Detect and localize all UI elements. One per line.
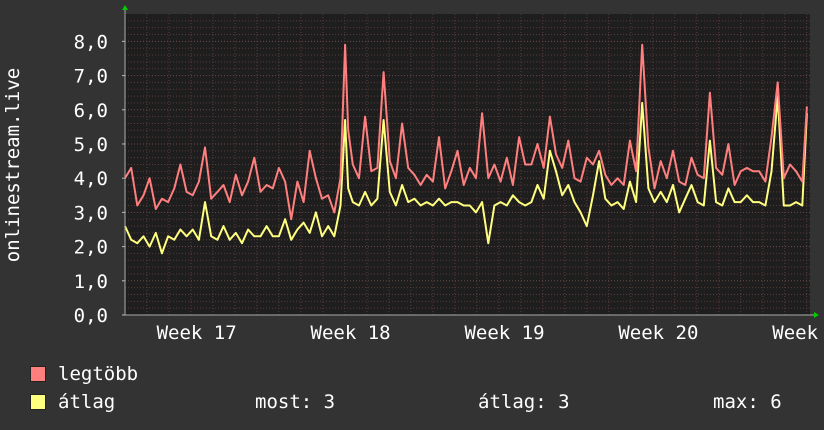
y-tick-label: 5,0: [74, 134, 108, 156]
x-tick-label: Week 1: [772, 322, 824, 344]
stat-current-value: 3: [323, 391, 336, 413]
x-tick-label: Week 18: [311, 322, 391, 344]
axes: [122, 5, 819, 318]
x-tick-label: Week 17: [157, 322, 237, 344]
stat-average-value: 3: [558, 391, 570, 413]
series-line-avg: [124, 95, 808, 255]
legend-item-max: legtöbb: [30, 363, 138, 385]
stat-average-label: átlag:: [478, 391, 547, 413]
stat-max: max: 6: [713, 391, 782, 413]
ticks: 0,0 1,0 2,0 3,0 4,0 5,0 6,0 7,0 8,0 Week 17 Week 1…: [74, 31, 824, 344]
stat-average: átlag: 3: [478, 391, 570, 413]
y-tick-label: 6,0: [74, 100, 108, 122]
x-tick-label: Week 19: [464, 322, 544, 344]
legend-label-max: legtöbb: [58, 363, 139, 385]
y-tick-label: 2,0: [74, 237, 108, 259]
y-tick-label: 8,0: [74, 31, 108, 53]
y-axis-arrow: [122, 5, 128, 10]
y-tick-label: 4,0: [74, 168, 108, 190]
stat-current: most: 3: [255, 391, 335, 413]
stat-max-label: max:: [713, 391, 759, 413]
y-axis-label: onlinestream.live: [2, 68, 24, 262]
chart: 0,0 1,0 2,0 3,0 4,0 5,0 6,0 7,0 8,0 Week 17 Week 1…: [2, 5, 824, 344]
legend-swatch-avg: [30, 394, 46, 410]
x-tick-label: Week 20: [618, 322, 698, 344]
legend-label-avg: átlag: [58, 391, 116, 413]
stat-max-value: 6: [770, 391, 782, 413]
series-line-max: [124, 43, 808, 221]
y-tick-label: 7,0: [74, 66, 108, 88]
stat-current-label: most:: [255, 391, 313, 413]
legend-item-avg: átlag: [30, 391, 115, 413]
y-tick-label: 1,0: [74, 271, 108, 293]
legend-swatch-max: [30, 366, 46, 382]
y-tick-label: 0,0: [74, 305, 108, 327]
y-tick-label: 3,0: [74, 202, 108, 224]
x-axis-arrow: [814, 312, 819, 318]
series-layer: [124, 43, 808, 255]
